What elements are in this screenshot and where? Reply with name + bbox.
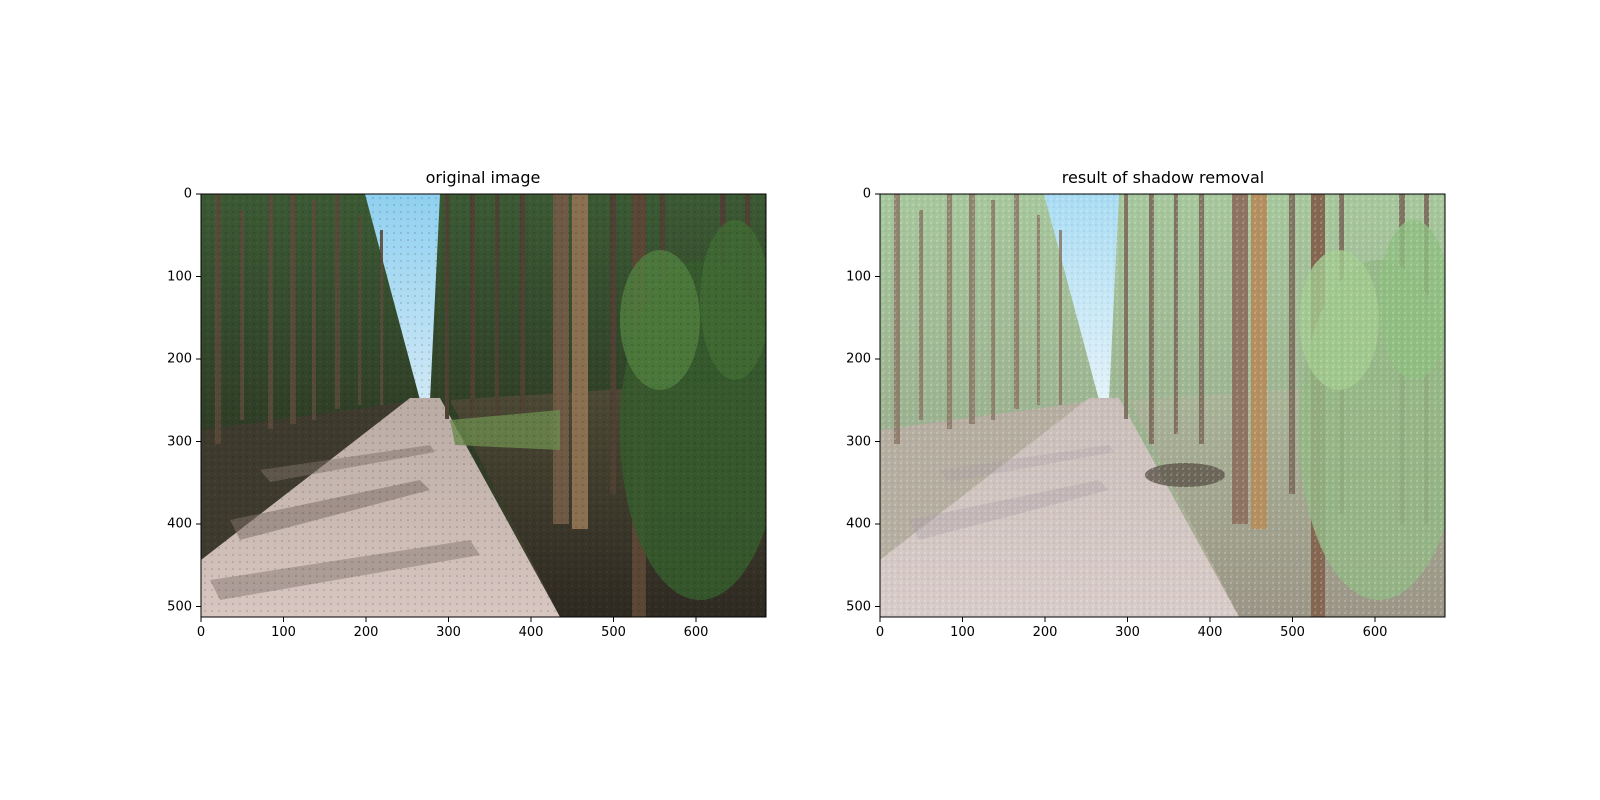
x-tick-label: 600	[1362, 625, 1388, 640]
image-shadow-removed	[880, 194, 1445, 617]
x-tick-label: 500	[1280, 625, 1305, 640]
y-tick-label: 400	[846, 516, 871, 532]
x-tick-label: 200	[353, 625, 379, 640]
y-tick-label: 300	[167, 434, 192, 449]
ticks-original	[196, 193, 697, 622]
y-tick-label: 0	[862, 186, 871, 202]
panel-title-shadow-removal: result of shadow removal	[1061, 168, 1265, 187]
axes-frame-shadow-removal	[879, 193, 1446, 618]
x-tick-label: 300	[436, 625, 461, 640]
y-tick-label: 0	[183, 186, 192, 202]
x-tick-label: 600	[683, 625, 709, 640]
x-tick-label: 300	[1115, 625, 1140, 640]
y-tick-label: 500	[846, 599, 871, 614]
y-tick-label: 300	[846, 434, 871, 449]
axes-frame-original	[200, 193, 767, 618]
x-tick-label: 200	[1032, 625, 1058, 640]
x-tick-label: 100	[950, 625, 975, 640]
y-tick-label: 500	[167, 599, 192, 614]
y-tick-label: 100	[846, 269, 871, 284]
x-tick-label: 400	[518, 625, 544, 640]
y-tick-label: 100	[167, 269, 192, 284]
y-tick-label: 200	[846, 351, 871, 367]
panel-title-original: original image	[425, 168, 541, 187]
x-tick-label: 500	[601, 625, 626, 640]
x-tick-label: 0	[196, 625, 206, 640]
y-tick-label: 200	[167, 351, 192, 367]
x-tick-label: 0	[875, 625, 885, 640]
y-tick-label: 400	[167, 516, 192, 532]
image-original	[201, 194, 766, 617]
x-tick-label: 100	[271, 625, 296, 640]
ticks-shadow-removal	[875, 193, 1376, 622]
x-tick-label: 400	[1197, 625, 1223, 640]
